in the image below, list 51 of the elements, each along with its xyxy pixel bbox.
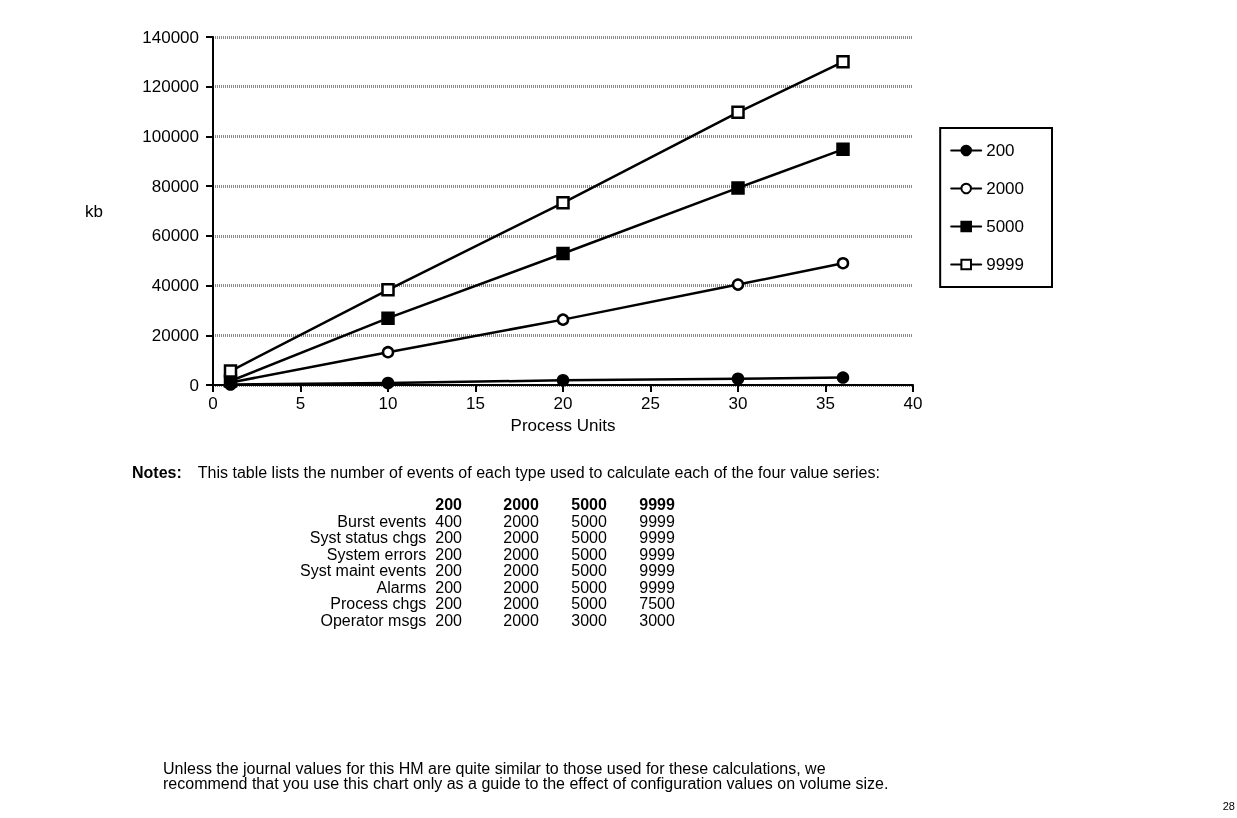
x-tick-label: 20 [553, 394, 573, 413]
text: Notes: This table lists the number of events of each type used to calculate each of the four value series: [132, 464, 880, 482]
point [381, 345, 395, 359]
y-tick-label: 140000 [142, 27, 199, 47]
y-tick-label: 0 [189, 375, 199, 395]
x-tick-label: 0 [208, 394, 218, 413]
text: Process chgs 200 2000 5000 7500 [330, 595, 675, 612]
point [836, 371, 850, 384]
y-tick-label: 120000 [142, 77, 199, 97]
x-axis-title: Process Units [510, 415, 616, 435]
x-tick-label: 10 [378, 394, 398, 413]
x-tick-label: 5 [295, 394, 306, 413]
point [836, 256, 850, 270]
point [223, 364, 238, 378]
y-axis-title: kb [85, 201, 103, 221]
point [381, 376, 395, 390]
x-tick-label: 35 [816, 394, 835, 413]
legend-label: 2000 [986, 179, 1025, 198]
point [556, 374, 570, 387]
text: Syst status chgs 200 2000 5000 9999 [309, 529, 675, 546]
point [836, 55, 850, 69]
x-tick-label: 40 [903, 394, 923, 413]
point [556, 196, 570, 210]
text: 28 [1222, 800, 1235, 812]
y-tick-label: 80000 [151, 176, 199, 196]
y-tick-label: 60000 [151, 226, 199, 246]
text: System errors 200 2000 5000 9999 [326, 545, 675, 563]
point [731, 105, 745, 120]
point [556, 313, 570, 326]
y-tick-label: 100000 [142, 126, 199, 146]
point [381, 311, 395, 325]
text: Operator msgs 200 2000 3000 3000 [320, 611, 675, 629]
point [731, 278, 745, 291]
point [836, 142, 850, 157]
text: Alarms 200 2000 5000 9999 [376, 578, 675, 596]
y-tick-label: 40000 [151, 276, 199, 296]
text: Burst events 400 2000 5000 9999 [337, 512, 675, 530]
point [731, 181, 745, 195]
text: Syst maint events 200 2000 5000 9999 [300, 562, 675, 579]
point [731, 372, 745, 386]
legend-label: 9999 [986, 255, 1025, 274]
x-tick-label: 25 [641, 394, 660, 413]
legend-label: 200 [986, 141, 1015, 160]
point [381, 283, 395, 297]
text: Unless the journal values for this HM are quite similar to those used for these calculations, we recommend that you use this chart only as a guide to the effect of configuration values on volume size. [163, 760, 889, 792]
x-tick-label: 15 [466, 394, 485, 413]
legend-label: 5000 [986, 217, 1025, 236]
x-tick-label: 30 [728, 394, 748, 413]
text: 200 2000 5000 9999 [435, 496, 675, 513]
y-tick-label: 20000 [151, 325, 199, 345]
point [556, 246, 570, 261]
